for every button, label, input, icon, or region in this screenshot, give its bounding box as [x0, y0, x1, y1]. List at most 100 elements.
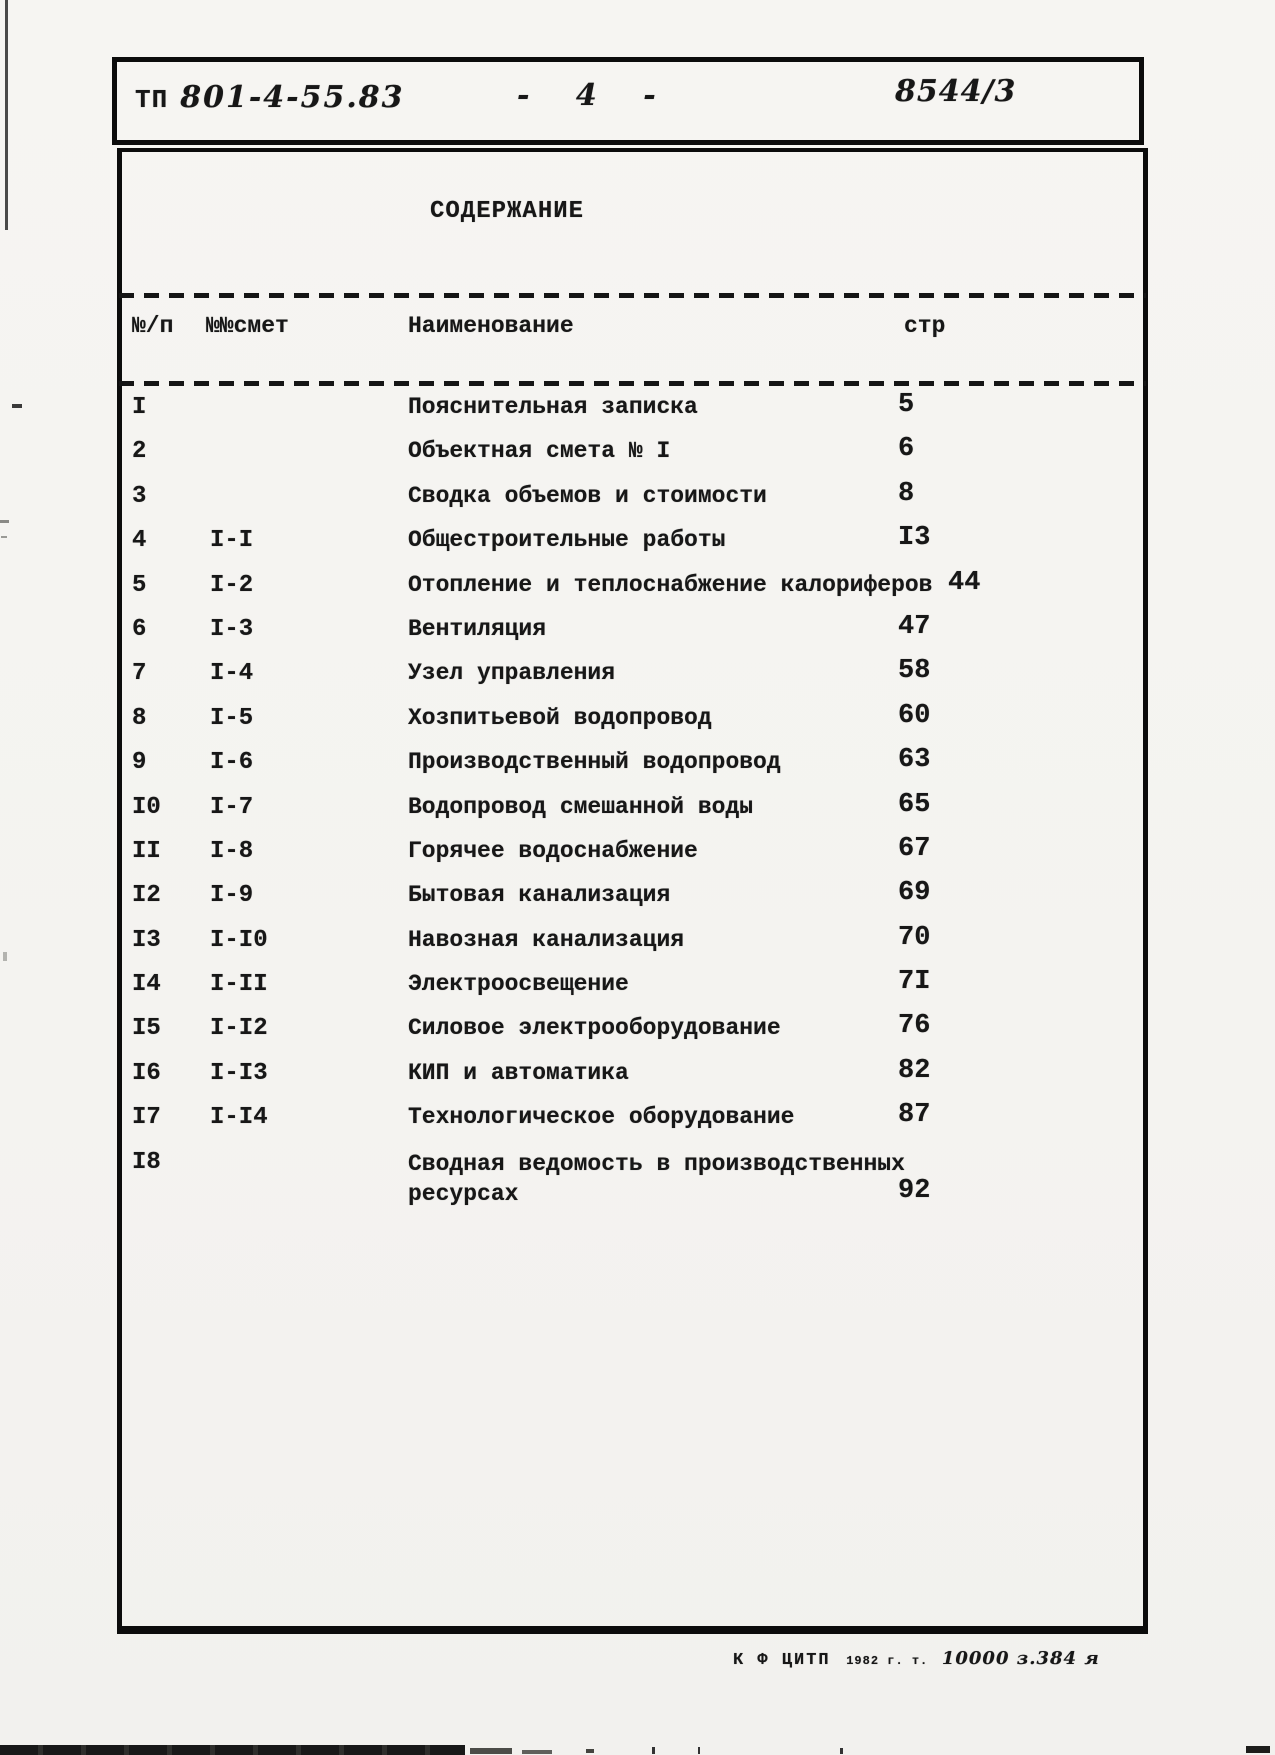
scan-artifact-speck: [12, 404, 22, 408]
toc-cell-page: 44: [948, 567, 981, 598]
toc-cell-num: I0: [132, 793, 161, 821]
toc-cell-smeta: I-6: [210, 749, 254, 777]
toc-row: 8 I-5 Хозпитьевой водопровод 60: [122, 701, 1143, 749]
toc-cell-page: 6: [898, 434, 915, 465]
toc-row: I4 I-II Электроосвещение 7I: [122, 967, 1143, 1015]
toc-cell-smeta: I-2: [210, 571, 254, 599]
toc-cell-smeta: I-7: [210, 793, 254, 821]
toc-row: 3 Сводка объемов и стоимости 8: [122, 479, 1143, 527]
toc-row: I8 Сводная ведомость в производственных р…: [122, 1148, 1143, 1207]
print-footer: К Ф ЦИТП 1982 г. т. 10000 з.384 я: [733, 1648, 1100, 1670]
toc-cell-name: Узел управления: [408, 660, 616, 687]
toc-cell-num: II: [132, 837, 161, 865]
scan-artifact-mark: [522, 1750, 552, 1754]
scan-artifact-mark: [1246, 1746, 1270, 1753]
toc-cell-name: Пояснительная записка: [408, 394, 698, 420]
toc-row: I0 I-7 Водопровод смешанной воды 65: [122, 790, 1143, 838]
column-header-num: №/п: [132, 313, 174, 339]
toc-row: I7 I-I4 Технологическое оборудование 87: [122, 1100, 1143, 1148]
toc-row: I6 I-I3 КИП и автоматика 82: [122, 1056, 1143, 1104]
column-header-page: стр: [904, 313, 946, 339]
print-footer-tirage: 10000 з.384 я: [941, 1648, 1100, 1669]
toc-cell-page: 47: [898, 611, 931, 642]
toc-cell-num: I2: [132, 882, 161, 910]
toc-cell-page: 60: [898, 700, 931, 731]
toc-cell-page: 70: [898, 922, 931, 953]
column-header-name: Наименование: [408, 313, 574, 339]
scan-artifact-mark: [586, 1749, 594, 1753]
toc-cell-name: Электроосвещение: [408, 971, 629, 998]
toc-cell-smeta: I-9: [210, 882, 254, 910]
toc-cell-page: 58: [898, 656, 931, 687]
toc-cell-num: 3: [132, 482, 147, 510]
toc-cell-page: 67: [898, 833, 931, 864]
scan-artifact-speck: [1, 536, 7, 538]
toc-cell-page: 5: [898, 390, 915, 420]
toc-cell-name: Навозная канализация: [408, 926, 685, 953]
toc-cell-num: 6: [132, 615, 147, 643]
toc-cell-num: I6: [132, 1059, 161, 1087]
toc-cell-name: Отопление и теплоснабжение калориферов: [408, 571, 933, 598]
toc-cell-smeta: I-I2: [210, 1015, 268, 1043]
toc-row: II I-8 Горячее водоснабжение 67: [122, 834, 1143, 882]
toc-cell-num: I4: [132, 971, 161, 999]
toc-row: I Пояснительная записка 5: [122, 390, 1143, 438]
print-footer-year: 1982 г. т.: [846, 1654, 929, 1668]
scan-artifact-mark: [470, 1748, 512, 1754]
toc-cell-num: I5: [132, 1015, 161, 1043]
toc-cell-page: I3: [898, 523, 931, 554]
toc-cell-name: Вентиляция: [408, 615, 547, 642]
toc-cell-name: Общестроительные работы: [408, 527, 726, 554]
toc-cell-name: Бытовая канализация: [408, 882, 671, 909]
toc-cell-name: Объектная смета № I: [408, 438, 671, 465]
toc-cell-num: I7: [132, 1104, 161, 1132]
content-box: СОДЕРЖАНИЕ №/п №№смет Наименование стр I…: [117, 148, 1148, 1634]
doc-code: ТП 801-4-55.83: [135, 80, 405, 115]
scan-artifact-mark: [652, 1747, 655, 1754]
scan-artifact-mark: [698, 1747, 700, 1754]
toc-cell-name: Технологическое оборудование: [408, 1104, 795, 1131]
doc-code-number: 801-4-55.83: [180, 80, 405, 115]
toc-title: СОДЕРЖАНИЕ: [430, 198, 585, 225]
toc-row: 6 I-3 Вентиляция 47: [122, 612, 1143, 660]
print-footer-org: К Ф ЦИТП: [733, 1651, 831, 1670]
toc-cell-smeta: I-I0: [210, 926, 268, 954]
toc-cell-page: 69: [898, 878, 931, 909]
toc-cell-name: Силовое электрооборудование: [408, 1015, 781, 1042]
toc-cell-num: 5: [132, 571, 147, 599]
toc-cell-num: 2: [132, 438, 147, 466]
toc-cell-name: Водопровод смешанной воды: [408, 793, 754, 820]
scan-artifact-mark: [840, 1748, 843, 1754]
scan-artifact-speck: [3, 952, 7, 961]
toc-cell-page: 65: [898, 789, 931, 820]
scan-artifact-speck: [0, 520, 9, 523]
toc-cell-smeta: I-4: [210, 660, 254, 688]
toc-cell-page: 87: [898, 1100, 931, 1131]
toc-cell-num: I8: [132, 1148, 161, 1176]
toc-cell-num: 7: [132, 660, 147, 688]
toc-cell-smeta: I-I3: [210, 1059, 268, 1087]
toc-row: I3 I-I0 Навозная канализация 70: [122, 923, 1143, 971]
page-number-marker: - 4 -: [517, 78, 674, 113]
toc-cell-smeta: I-3: [210, 615, 254, 643]
toc-row: I5 I-I2 Силовое электрооборудование 76: [122, 1011, 1143, 1059]
toc-cell-name: Горячее водоснабжение: [408, 837, 698, 864]
toc-cell-smeta: I-8: [210, 837, 254, 865]
toc-cell-name: Хозпитьевой водопровод: [408, 704, 712, 731]
toc-row: 2 Объектная смета № I 6: [122, 434, 1143, 482]
toc-rows: I Пояснительная записка 5 2 Объектная смета …: [122, 390, 1143, 1207]
toc-cell-smeta: I-II: [210, 971, 268, 999]
scan-artifact-left-line: [5, 0, 8, 230]
toc-cell-page: 63: [898, 745, 931, 776]
toc-row: 4 I-I Общестроительные работы I3: [122, 523, 1143, 571]
toc-cell-num: I3: [132, 926, 161, 954]
toc-cell-name: КИП и автоматика: [408, 1059, 629, 1086]
scan-artifact-bottom-strip: [0, 1745, 465, 1755]
toc-cell-name: Производственный водопровод: [408, 749, 781, 776]
toc-cell-num: 8: [132, 704, 147, 732]
toc-cell-page: 7I: [898, 967, 931, 998]
toc-row: 7 I-4 Узел управления 58: [122, 656, 1143, 704]
toc-cell-page: 92: [898, 1175, 931, 1206]
toc-row: I2 I-9 Бытовая канализация 69: [122, 878, 1143, 926]
